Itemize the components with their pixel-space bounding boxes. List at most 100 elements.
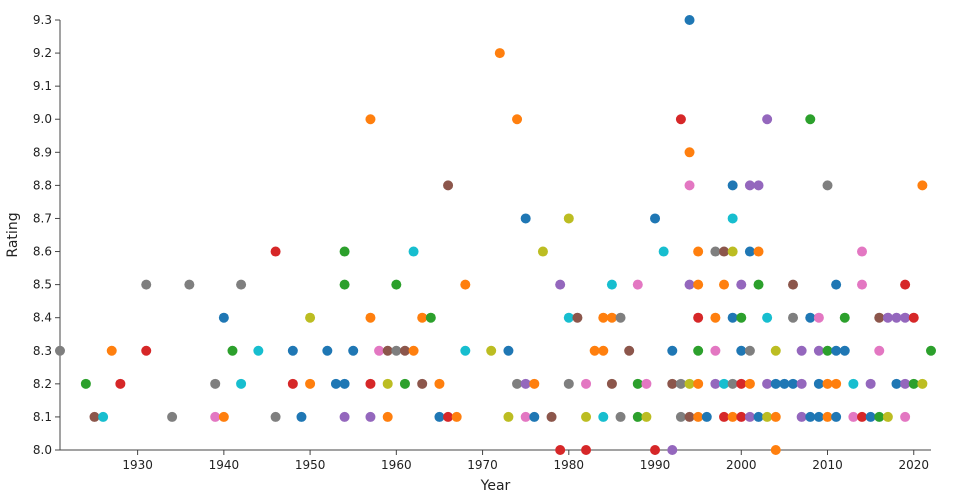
data-point <box>382 345 393 356</box>
data-point <box>658 246 669 257</box>
data-point <box>727 411 738 422</box>
data-point <box>80 378 91 389</box>
data-point <box>598 345 609 356</box>
data-point <box>891 312 902 323</box>
data-point <box>555 445 566 455</box>
data-point <box>831 378 842 389</box>
data-point <box>391 345 402 356</box>
data-point <box>270 246 281 257</box>
data-point <box>425 312 436 323</box>
data-point <box>874 411 885 422</box>
data-point <box>339 411 350 422</box>
data-point <box>822 345 833 356</box>
data-point <box>270 411 281 422</box>
data-point <box>667 345 678 356</box>
data-point <box>917 180 928 191</box>
data-point <box>770 411 781 422</box>
data-point <box>710 378 721 389</box>
data-point <box>115 378 126 389</box>
data-point <box>322 345 333 356</box>
data-point <box>89 411 100 422</box>
data-point <box>796 378 807 389</box>
data-point <box>287 378 298 389</box>
data-point <box>606 378 617 389</box>
data-point <box>434 411 445 422</box>
data-point <box>98 411 109 422</box>
data-point <box>684 15 695 25</box>
data-point <box>210 378 221 389</box>
data-point <box>675 378 686 389</box>
data-point <box>141 279 152 290</box>
data-point <box>632 378 643 389</box>
x-tick-label: 1960 <box>381 458 412 472</box>
data-point <box>563 378 574 389</box>
data-point <box>218 312 229 323</box>
data-point <box>581 445 592 455</box>
data-point <box>900 378 911 389</box>
data-point <box>512 114 523 125</box>
data-point <box>632 279 643 290</box>
data-point <box>908 312 919 323</box>
data-point <box>831 279 842 290</box>
data-point <box>650 445 661 455</box>
data-point <box>693 411 704 422</box>
data-point <box>891 378 902 389</box>
data-point <box>675 114 686 125</box>
data-point <box>296 411 307 422</box>
data-point <box>822 378 833 389</box>
y-tick-label: 8.3 <box>33 344 52 358</box>
data-point <box>736 345 747 356</box>
x-tick-label: 1970 <box>467 458 498 472</box>
data-point <box>615 411 626 422</box>
data-point <box>667 445 678 455</box>
data-point <box>701 411 712 422</box>
data-point <box>710 312 721 323</box>
data-point <box>788 312 799 323</box>
data-point <box>348 345 359 356</box>
data-point <box>443 180 454 191</box>
x-tick-label: 1930 <box>122 458 153 472</box>
data-point <box>632 411 643 422</box>
y-axis-title: Rating <box>5 212 21 257</box>
data-point <box>684 378 695 389</box>
x-tick-label: 2010 <box>812 458 843 472</box>
data-point <box>813 312 824 323</box>
data-point <box>848 411 859 422</box>
x-tick-label: 2020 <box>898 458 929 472</box>
y-tick-label: 8.1 <box>33 410 52 424</box>
data-point <box>900 312 911 323</box>
data-point <box>606 312 617 323</box>
data-point <box>719 378 730 389</box>
data-point <box>822 411 833 422</box>
data-point <box>520 378 531 389</box>
data-point <box>529 411 540 422</box>
data-point <box>727 378 738 389</box>
data-point <box>512 378 523 389</box>
y-tick-label: 8.5 <box>33 278 52 292</box>
data-point <box>106 345 117 356</box>
data-point <box>598 312 609 323</box>
data-point <box>805 312 816 323</box>
y-tick-label: 9.1 <box>33 79 52 93</box>
data-point <box>417 312 428 323</box>
data-point <box>408 246 419 257</box>
data-point <box>563 312 574 323</box>
data-point <box>503 345 514 356</box>
y-tick-label: 8.7 <box>33 211 52 225</box>
data-point <box>900 279 911 290</box>
data-point <box>434 378 445 389</box>
data-point <box>494 48 505 59</box>
data-point <box>184 279 195 290</box>
data-point <box>641 378 652 389</box>
data-point <box>218 411 229 422</box>
x-tick-label: 1980 <box>554 458 585 472</box>
x-tick-label: 1950 <box>295 458 326 472</box>
data-point <box>253 345 264 356</box>
data-point <box>339 279 350 290</box>
y-axis-ticks: 8.0 8.1 8.2 8.3 8.4 8.5 8.6 8.7 8.8 8.9 9.0 9.1 9.2 9… <box>33 13 60 457</box>
data-point <box>719 279 730 290</box>
data-point <box>365 114 376 125</box>
data-point <box>762 411 773 422</box>
data-point <box>287 345 298 356</box>
